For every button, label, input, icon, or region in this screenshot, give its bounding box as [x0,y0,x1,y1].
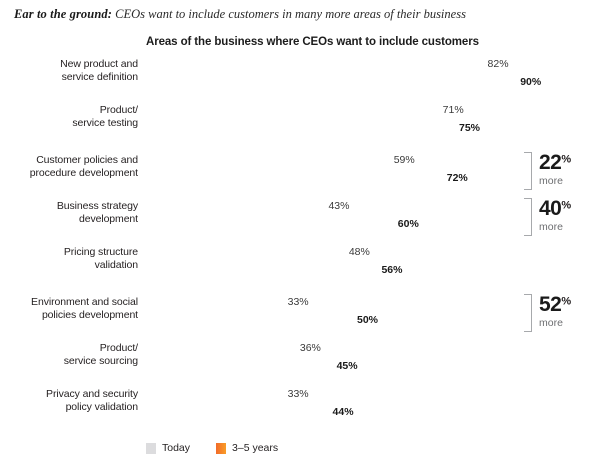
bar-future[interactable]: 56% [146,261,402,278]
chart-row: Product/service testing 71% 75% [0,102,600,138]
chart-row: Product/service sourcing 36% 45% [0,340,600,376]
legend-item-future[interactable]: 3–5 years [216,442,278,454]
callout-text: 52% more [539,294,571,330]
legend-swatch-today-icon [146,442,156,454]
category-label: Privacy and security policy validation [0,388,138,413]
bar-today[interactable]: 59% [146,152,415,168]
bar-future[interactable]: 50% [146,311,378,328]
headline-lead: Ear to the ground: [14,7,113,21]
bar-value-today: 82% [487,58,509,70]
category-label-line: policy validation [65,400,139,413]
callout-number: 22 [539,151,562,174]
chart-legend: Today 3–5 years [146,442,278,454]
category-label: Product/service testing [0,104,138,129]
category-label-line: procedure development [29,166,138,179]
bar-value-future: 72% [446,171,468,184]
bar-future[interactable]: 72% [146,169,468,186]
callout-more-label: more [539,221,563,233]
chart-title: Areas of the business where CEOs want to… [146,36,479,48]
category-label: Business strategy development [0,200,138,225]
category-label-line: service definition [61,70,139,83]
callout-text: 40% more [539,198,571,234]
category-label-line: Customer policies and [36,154,138,166]
category-label-line: service testing [72,116,138,129]
chart-row: Privacy and security policy validation 33%… [0,386,600,422]
bar-value-future: 50% [357,313,379,326]
callout-more-label: more [539,175,563,187]
bar-future[interactable]: 75% [146,119,480,136]
headline: Ear to the ground: CEOs want to include … [14,6,594,22]
bar-value-today: 59% [393,154,415,166]
bar-value-today: 33% [287,296,309,308]
bar-future[interactable]: 90% [146,73,541,90]
category-label: New product and service definition [0,58,138,83]
bar-value-today: 43% [328,200,350,212]
callout-text: 22% more [539,152,571,188]
category-label: Environment and social policies developme… [0,296,138,321]
category-label: Customer policies and procedure developme… [0,154,138,179]
category-label-line: Business strategy [56,200,138,212]
callout-number: 40 [539,197,562,220]
legend-label-future: 3–5 years [232,442,279,454]
bar-today[interactable]: 33% [146,294,309,310]
bar-today[interactable]: 33% [146,386,309,402]
category-label: Product/service sourcing [0,342,138,367]
category-label-line: service sourcing [63,354,138,367]
bracket-icon [524,294,532,332]
category-label-line: development [78,212,138,225]
category-label-line: New product and [60,58,138,70]
bar-value-future: 44% [332,405,354,418]
category-label-line: Privacy and security [46,388,138,400]
bar-today[interactable]: 43% [146,198,349,214]
category-label: Pricing structure validation [0,246,138,271]
bar-today[interactable]: 82% [146,56,509,72]
chart-row: New product and service definition 82% 90% [0,56,600,92]
bar-value-today: 71% [442,104,464,116]
category-label-line: Product/ [99,104,138,116]
bar-future[interactable]: 60% [146,215,419,232]
category-label-line: Pricing structure [63,246,138,258]
chart-row: Customer policies and procedure developme… [0,152,600,188]
chart-row: Environment and social policies developme… [0,294,600,330]
callout-percent-sign: % [561,153,572,166]
bar-today[interactable]: 71% [146,102,464,118]
bar-value-today: 33% [287,388,309,400]
callout-number: 52 [539,293,562,316]
bar-today[interactable]: 48% [146,244,370,260]
category-label-line: Environment and social [31,296,138,308]
category-label-line: Product/ [99,342,138,354]
category-label-line: validation [94,258,138,271]
legend-swatch-future-icon [216,442,227,454]
bar-future[interactable]: 44% [146,403,354,420]
bar-value-today: 48% [348,246,370,258]
bar-value-future: 56% [381,263,403,276]
bar-value-future: 45% [336,359,358,372]
bar-value-future: 60% [397,217,419,230]
chart-row: Pricing structure validation 48% 56% [0,244,600,280]
legend-label-today: Today [162,442,191,454]
headline-rest: CEOs want to include customers in many m… [115,7,466,21]
bar-value-future: 75% [459,121,481,134]
callout-more-label: more [539,317,563,329]
bar-value-future: 90% [520,75,542,88]
bar-today[interactable]: 36% [146,340,321,356]
callout-percent-sign: % [561,295,572,308]
chart-row: Business strategy development 43% 60% [0,198,600,234]
callout-percent-sign: % [561,199,572,212]
bar-value-today: 36% [299,342,321,354]
bracket-icon [524,198,532,236]
bracket-icon [524,152,532,190]
legend-item-today[interactable]: Today [146,442,190,454]
bar-future[interactable]: 45% [146,357,358,374]
category-label-line: policies development [41,308,138,321]
